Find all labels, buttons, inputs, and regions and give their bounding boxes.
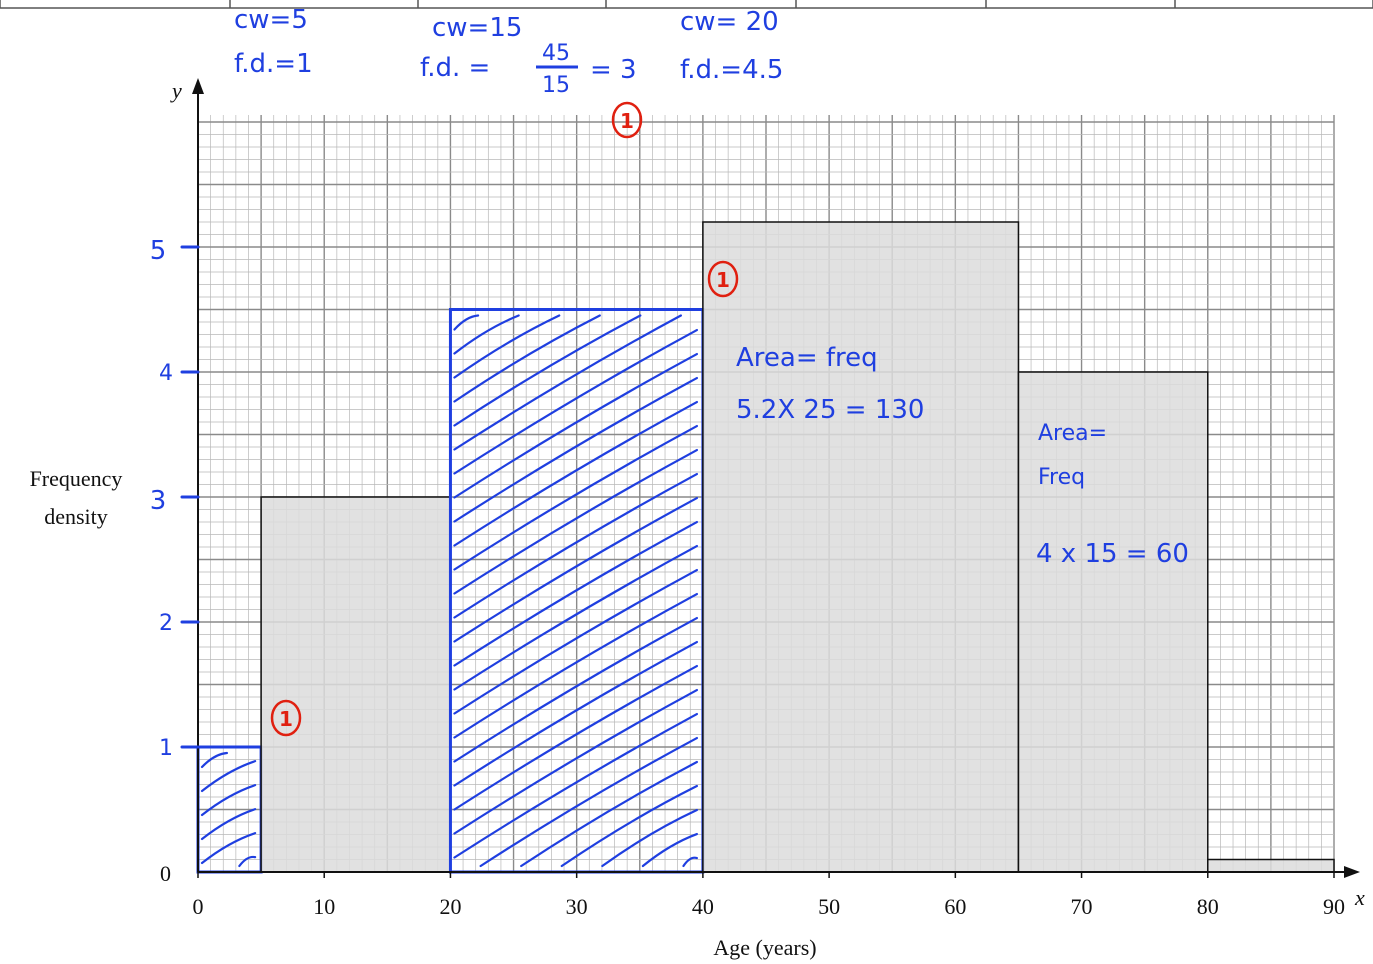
note-fd1: f.d.=1 — [234, 49, 313, 79]
x-tick-label: 90 — [1323, 894, 1345, 919]
note-fd3-numerator: 45 — [542, 41, 570, 66]
histogram-bar-65-80 — [1017, 371, 1209, 873]
hatch-stroke — [453, 592, 698, 739]
y-tick-label: 1 — [159, 736, 173, 761]
note-cw15: cw=15 — [432, 13, 522, 43]
note-fd3-result: = 3 — [590, 55, 637, 85]
x-axis-label: Age (years) — [713, 935, 816, 960]
hatch-stroke — [453, 616, 698, 763]
mark-circle-3: 1 — [270, 699, 302, 737]
svg-text:1: 1 — [716, 268, 730, 292]
x-tick-label: 40 — [692, 894, 714, 919]
y-handwritten-ticks: 1 2 3 4 5 — [150, 236, 200, 761]
note-area2-line2: Freq — [1038, 465, 1085, 490]
note-fd3-denominator: 15 — [542, 73, 570, 98]
hatch-stroke — [453, 314, 601, 403]
y-tick-label: 3 — [150, 486, 167, 516]
mark-circle-1: 1 — [611, 101, 643, 139]
svg-text:1: 1 — [279, 707, 293, 731]
histogram-bar-5-20 — [260, 496, 452, 873]
hatch-stroke — [453, 640, 698, 787]
hatch-stroke — [453, 520, 698, 667]
hatch-stroke — [453, 448, 698, 595]
hatch-stroke — [200, 808, 257, 841]
note-fd45: f.d.=4.5 — [680, 55, 783, 85]
note-area2-line1: Area= — [1038, 421, 1107, 446]
hatch-stroke — [453, 314, 561, 379]
x-axis-variable: x — [1354, 885, 1365, 910]
note-area2-line3: 4 x 15 = 60 — [1036, 539, 1189, 569]
x-tick-label: 80 — [1197, 894, 1219, 919]
hatch-stroke — [560, 784, 698, 868]
hatch-stroke — [453, 496, 698, 643]
x-tick-label: 50 — [818, 894, 840, 919]
y-axis-label-line1: Frequency — [30, 466, 123, 491]
hatch-stroke — [453, 376, 698, 523]
note-cw5: cw=5 — [234, 5, 308, 35]
x-tick-label: 60 — [944, 894, 966, 919]
hatch-stroke — [453, 712, 698, 859]
hatch-stroke — [453, 688, 698, 835]
hatch-stroke — [453, 314, 520, 355]
hatch-stroke — [453, 424, 698, 571]
hatch-stroke — [200, 832, 257, 865]
x-tick-label: 0 — [193, 894, 204, 919]
hatch-stroke — [200, 784, 257, 817]
histogram-bar-40-65 — [702, 221, 1020, 873]
hatch-stroke — [453, 352, 698, 499]
x-tick-label: 10 — [313, 894, 335, 919]
histogram-bars — [196, 221, 1335, 874]
histogram-bar-80-90 — [1207, 858, 1335, 873]
hatch-stroke — [453, 544, 698, 691]
note-fd3-prefix: f.d. = — [420, 53, 490, 83]
hatch-stroke — [238, 855, 257, 868]
hatch-shading — [200, 314, 698, 868]
hatch-stroke — [453, 314, 480, 331]
hatch-stroke — [520, 760, 698, 868]
hatch-stroke — [453, 314, 642, 427]
x-tick-label: 30 — [566, 894, 588, 919]
hatch-stroke — [453, 314, 682, 451]
hatch-stroke — [453, 568, 698, 715]
table-strip — [0, 0, 1373, 9]
y-origin-label: 0 — [160, 861, 171, 886]
hatch-stroke — [479, 736, 698, 868]
x-tick-label: 70 — [1071, 894, 1093, 919]
hatch-stroke — [200, 751, 228, 769]
svg-text:1: 1 — [620, 109, 634, 133]
mark-circle-2: 1 — [707, 260, 739, 298]
y-tick-label: 4 — [159, 361, 173, 386]
y-tick-label: 2 — [159, 611, 173, 636]
x-axis-arrow — [1344, 866, 1360, 878]
hatch-stroke — [453, 400, 698, 547]
y-axis-arrow — [192, 78, 204, 94]
hatch-stroke — [601, 808, 698, 868]
hatch-stroke — [200, 760, 257, 793]
note-area1-line1: Area= freq — [736, 343, 878, 373]
y-axis-variable: y — [170, 78, 182, 103]
x-tick-labels: 0 10 20 30 40 50 60 70 80 90 — [193, 872, 1345, 919]
hatch-stroke — [641, 832, 698, 868]
hatch-stroke — [453, 664, 698, 811]
note-area1-line2: 5.2X 25 = 130 — [736, 395, 924, 425]
y-axis-label-line2: density — [44, 504, 108, 529]
hatch-stroke — [453, 328, 698, 475]
axes — [192, 78, 1360, 878]
y-tick-label: 5 — [150, 236, 167, 266]
hatch-stroke — [453, 472, 698, 619]
x-tick-label: 20 — [439, 894, 461, 919]
note-cw20: cw= 20 — [680, 7, 779, 37]
hatch-stroke — [682, 856, 698, 868]
